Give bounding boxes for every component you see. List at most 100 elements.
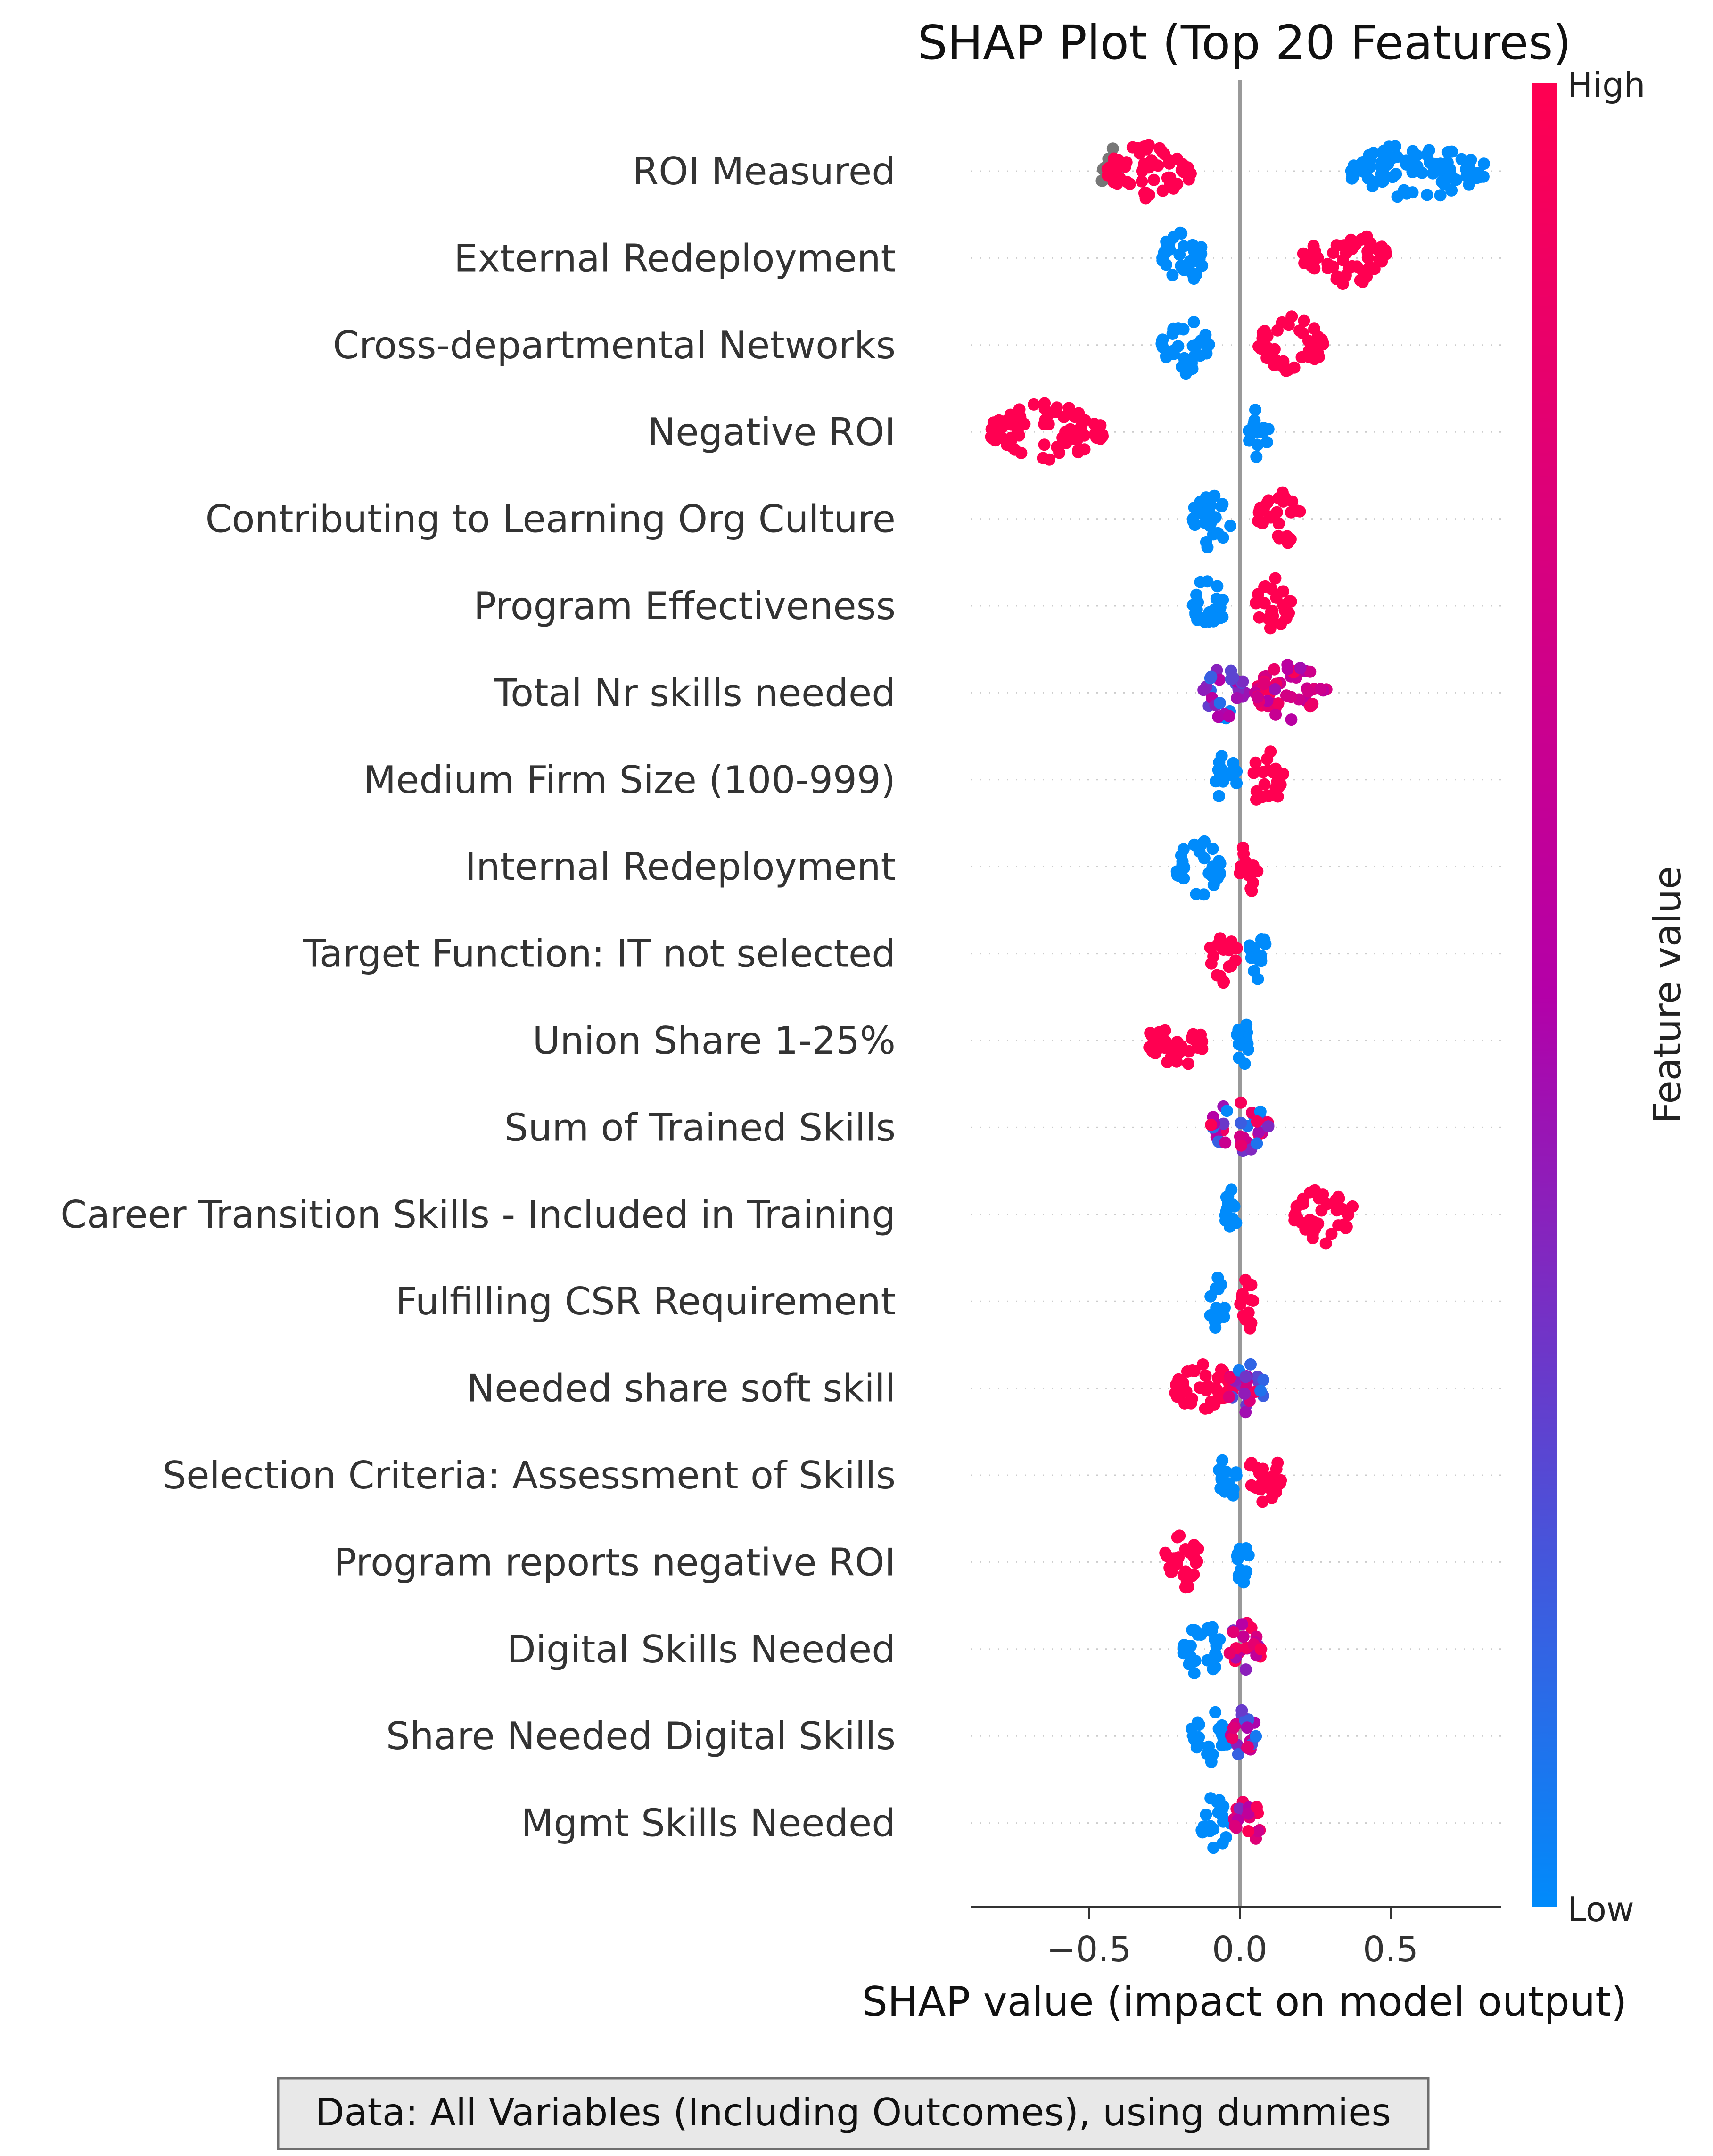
shap-point (1320, 1198, 1333, 1210)
shap-point (1215, 1727, 1228, 1740)
shap-point (1156, 334, 1169, 347)
shap-point (1194, 1381, 1206, 1394)
shap-point (1240, 1018, 1253, 1031)
shap-point (1244, 1358, 1257, 1371)
shap-point (1234, 1564, 1247, 1577)
shap-point (1072, 407, 1085, 420)
shap-point (1248, 942, 1260, 955)
shap-point (1180, 1575, 1193, 1587)
shap-point (1192, 1628, 1204, 1641)
shap-point (1338, 239, 1351, 252)
shap-point (1250, 785, 1263, 798)
shap-point (1347, 159, 1360, 172)
shap-points (985, 139, 1490, 1854)
shap-point (1179, 1543, 1192, 1555)
shap-point (1285, 506, 1297, 519)
shap-point (1166, 269, 1179, 281)
shap-point (1231, 1553, 1244, 1566)
shap-point (1192, 1543, 1204, 1555)
shap-point (1239, 1406, 1252, 1419)
shap-point (1228, 1820, 1241, 1832)
shap-point (1276, 357, 1288, 370)
shap-point (1264, 1476, 1277, 1488)
shap-point (1188, 1667, 1201, 1679)
shap-point (1231, 692, 1244, 704)
shap-point (1294, 662, 1307, 674)
shap-point (1361, 157, 1374, 170)
shap-point (1201, 575, 1214, 588)
shap-point (1216, 1837, 1229, 1850)
shap-point (1204, 1820, 1217, 1833)
note-box (277, 2077, 1430, 2150)
shap-point (1223, 1647, 1236, 1660)
shap-point (1207, 1842, 1220, 1854)
shap-point (1304, 1186, 1316, 1199)
colorbar-low-label: Low (1567, 1890, 1634, 1929)
shap-point (1214, 970, 1227, 983)
shap-point (1460, 170, 1473, 182)
shap-point (1256, 1495, 1269, 1508)
shap-point (1206, 1748, 1219, 1761)
shap-point (1196, 1358, 1209, 1371)
shap-point (1245, 1479, 1258, 1492)
shap-point (1194, 1034, 1207, 1047)
shap-point (1207, 1663, 1219, 1676)
shap-point (1251, 1115, 1263, 1128)
shap-point (1235, 1096, 1247, 1109)
shap-point (1268, 663, 1281, 676)
shap-point (1249, 756, 1262, 769)
shap-point (1224, 1371, 1236, 1384)
shap-point (1345, 172, 1358, 185)
shap-point (1018, 418, 1031, 430)
colorbar (1532, 83, 1557, 1907)
shap-point (1258, 677, 1270, 690)
shap-point (1111, 177, 1123, 190)
shap-point (1360, 233, 1373, 246)
shap-point (1224, 520, 1237, 532)
shap-point (1189, 1654, 1202, 1667)
shap-point (1245, 1621, 1258, 1634)
shap-point (1190, 1741, 1203, 1754)
shap-point (1398, 184, 1410, 197)
shap-point (1306, 698, 1319, 710)
shap-point (1239, 1273, 1252, 1286)
feature-label: Program Effectiveness (474, 584, 896, 628)
shap-point (1346, 1200, 1359, 1213)
shap-point (1317, 1188, 1329, 1201)
shap-point (1160, 235, 1173, 248)
shap-point (1210, 1640, 1223, 1652)
shap-point (1009, 443, 1021, 456)
feature-label: Fulfilling CSR Requirement (395, 1280, 896, 1323)
shap-point (1257, 766, 1269, 778)
shap-point (1441, 156, 1454, 169)
shap-point (1336, 278, 1349, 290)
shap-point (1252, 515, 1264, 528)
shap-point (1455, 153, 1468, 165)
shap-point (1342, 262, 1355, 275)
shap-point (1325, 1228, 1338, 1240)
shap-point (1094, 419, 1107, 432)
shap-point (1038, 438, 1051, 451)
shap-point (1245, 884, 1258, 897)
shap-point (1269, 708, 1282, 721)
shap-point (1321, 257, 1334, 270)
x-tick-label: 0.0 (1212, 1929, 1268, 1970)
shap-point (986, 432, 998, 444)
shap-point (1227, 1721, 1240, 1734)
shap-point (1227, 1626, 1240, 1638)
shap-point (1175, 259, 1187, 272)
shap-point (1194, 349, 1207, 362)
shap-point (1237, 1630, 1250, 1643)
shap-point (1194, 334, 1207, 347)
shap-point (1330, 1194, 1342, 1206)
shap-point (1223, 944, 1235, 957)
shap-point (1361, 251, 1374, 264)
shap-point (1215, 1363, 1227, 1376)
shap-point (1446, 145, 1458, 158)
shap-point (1261, 753, 1274, 765)
shap-point (1257, 1373, 1270, 1386)
shap-point (1186, 1722, 1198, 1735)
shap-point (1227, 1489, 1239, 1502)
shap-point (1062, 432, 1074, 445)
shap-point (1235, 1704, 1248, 1717)
